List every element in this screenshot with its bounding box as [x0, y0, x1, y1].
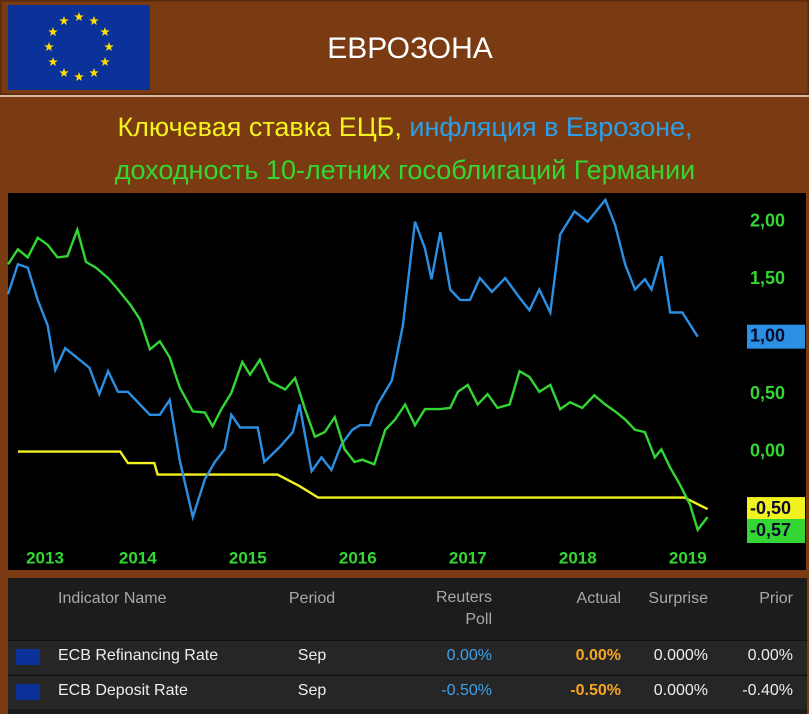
table-row: ECB Deposit Rate Sep -0.50% -0.50% 0.000% -0.…	[8, 675, 807, 709]
series-line	[6, 225, 709, 533]
flag-star	[44, 42, 54, 51]
flag-star	[100, 27, 110, 36]
table-cell: -0.40%	[742, 682, 793, 699]
y-tick-label: 1,50	[750, 268, 785, 288]
subtitle-part: инфляция в Еврозоне,	[409, 112, 692, 142]
table-cell: Sep	[297, 682, 327, 699]
x-tick-label: 2016	[339, 548, 377, 567]
last-value-box	[747, 497, 805, 522]
column-header: Prior	[759, 590, 793, 607]
y-tick-label: 0,50	[750, 383, 785, 403]
table-cell: Sep	[297, 647, 327, 664]
y-tick-label: 2,00	[750, 210, 785, 230]
x-tick-label: 2018	[559, 548, 597, 567]
table-cell: 0.00%	[747, 647, 793, 664]
flag-star	[59, 16, 69, 26]
row-flag	[16, 649, 40, 665]
table-cell: 0.00%	[575, 647, 621, 664]
table-cell: -0.50%	[570, 682, 621, 699]
data-table: Indicator Name Period Reuters Poll Actual Su…	[8, 578, 807, 714]
column-header: Surprise	[648, 590, 708, 607]
last-value-label: -0,57	[750, 520, 791, 540]
flag-star	[74, 12, 84, 21]
x-tick-label: 2013	[26, 548, 64, 567]
row-flag	[16, 684, 40, 700]
table-cell: 0.000%	[653, 647, 708, 664]
last-value-box	[747, 519, 805, 543]
flag-star	[89, 68, 99, 77]
table-cell: 0.00%	[446, 647, 492, 664]
x-tick-label: 2017	[449, 548, 487, 567]
flag-star	[100, 57, 110, 66]
table-row: ECB Refinancing Rate Sep 0.00% 0.00% 0.000% 0…	[8, 640, 807, 674]
subtitle-line: Ключевая ставка ЕЦБ, инфляция в Еврозоне…	[117, 112, 692, 142]
plot-area	[8, 193, 806, 570]
x-tick-label: 2015	[229, 548, 267, 567]
column-header: Period	[288, 590, 336, 607]
flag-star	[74, 72, 84, 81]
x-tick-label: 2014	[119, 548, 157, 567]
column-header: Actual	[576, 590, 621, 607]
y-tick-label: 0,00	[750, 440, 785, 460]
table-cell: ECB Deposit Rate	[58, 682, 188, 699]
flag-star	[104, 42, 114, 51]
series-line	[17, 450, 709, 511]
flag-star	[59, 68, 69, 77]
table-cell: -0.50%	[441, 682, 492, 699]
last-value-label: -0,50	[750, 498, 791, 518]
last-value-label: 1,00	[750, 325, 785, 345]
flag-star	[48, 27, 58, 36]
table-cell: 0.000%	[653, 682, 708, 699]
table-cell: ECB Refinancing Rate	[58, 647, 219, 664]
header-title: ЕВРОЗОНА	[327, 32, 493, 65]
subtitle-part: Ключевая ставка ЕЦБ,	[117, 112, 401, 142]
series-line	[6, 197, 699, 522]
column-header: Reuters Poll	[435, 589, 492, 628]
flag-star	[48, 57, 58, 66]
flag-star	[89, 16, 99, 26]
last-value-box	[747, 324, 805, 349]
column-header: Indicator Name	[58, 590, 167, 607]
subtitle-part: доходность 10-летних гособлигаций Герман…	[115, 155, 696, 185]
x-tick-label: 2019	[669, 548, 707, 567]
chart: ЕВРОЗОНА Ключевая ставка ЕЦБ, инфляция в…	[0, 0, 809, 570]
